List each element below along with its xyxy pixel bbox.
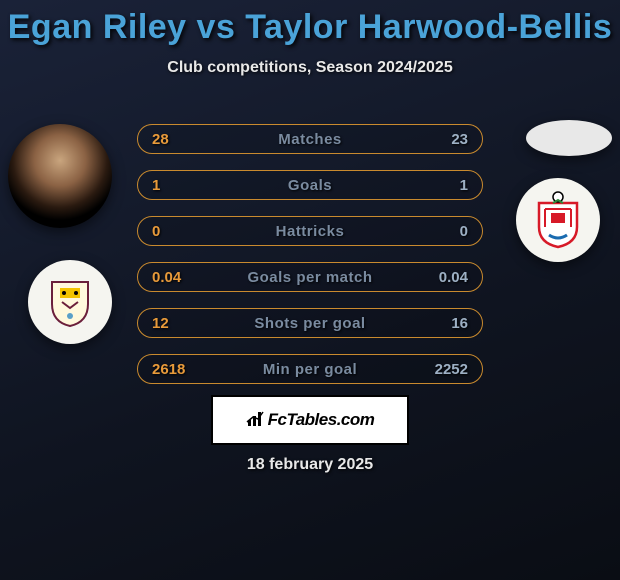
stat-left-value: 12: [152, 315, 169, 332]
club-right-badge: [516, 178, 600, 262]
stat-row: 12 Shots per goal 16: [137, 308, 483, 338]
stat-label: Goals: [288, 177, 332, 194]
stat-right-value: 2252: [435, 361, 468, 378]
player-right-avatar: [526, 120, 612, 156]
stat-left-value: 0: [152, 223, 160, 240]
comparison-title: Egan Riley vs Taylor Harwood-Bellis: [0, 0, 620, 47]
stat-label: Matches: [278, 131, 342, 148]
stat-label: Min per goal: [263, 361, 357, 378]
stat-label: Hattricks: [276, 223, 345, 240]
stat-right-value: 23: [451, 131, 468, 148]
stat-right-value: 1: [460, 177, 468, 194]
stat-row: 2618 Min per goal 2252: [137, 354, 483, 384]
stat-left-value: 0.04: [152, 269, 181, 286]
stat-row: 0 Hattricks 0: [137, 216, 483, 246]
club-left-badge: [28, 260, 112, 344]
footer-brand-box: FcTables.com: [211, 395, 409, 445]
southampton-crest-icon: [527, 189, 589, 251]
stat-right-value: 0.04: [439, 269, 468, 286]
stat-row: 0.04 Goals per match 0.04: [137, 262, 483, 292]
burnley-crest-icon: [42, 274, 98, 330]
stat-left-value: 1: [152, 177, 160, 194]
stat-label: Shots per goal: [254, 315, 365, 332]
chart-icon: [246, 410, 266, 428]
fctables-logo: FcTables.com: [246, 410, 375, 430]
stat-right-value: 0: [460, 223, 468, 240]
stat-left-value: 2618: [152, 361, 185, 378]
stat-label: Goals per match: [247, 269, 372, 286]
footer-brand-text: FcTables.com: [268, 410, 375, 429]
stat-row: 28 Matches 23: [137, 124, 483, 154]
comparison-subtitle: Club competitions, Season 2024/2025: [0, 59, 620, 77]
stat-row: 1 Goals 1: [137, 170, 483, 200]
footer-date: 18 february 2025: [247, 456, 373, 474]
player-left-avatar: [8, 124, 112, 228]
stats-table: 28 Matches 23 1 Goals 1 0 Hattricks 0 0.…: [137, 124, 483, 400]
stat-left-value: 28: [152, 131, 169, 148]
stat-right-value: 16: [451, 315, 468, 332]
